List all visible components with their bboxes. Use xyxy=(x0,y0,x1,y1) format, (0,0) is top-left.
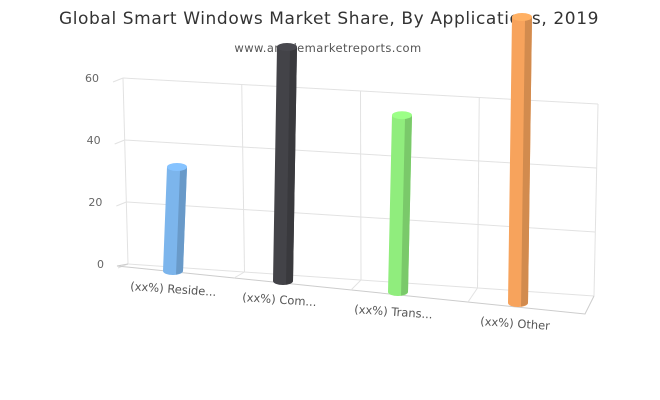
floor-divider xyxy=(350,279,362,291)
bar-top xyxy=(277,43,297,51)
category-label: (xx%) Com... xyxy=(242,290,317,309)
y-tick-label: 40 xyxy=(87,134,101,147)
bars xyxy=(163,13,532,307)
gridline-vertical xyxy=(477,97,480,289)
floor-divider xyxy=(467,287,478,303)
gridline-link xyxy=(114,139,125,145)
chart-title: Global Smart Windows Market Share, By Ap… xyxy=(59,9,599,29)
bar xyxy=(388,111,412,296)
chart-subtitle: www.amplemarketreports.com xyxy=(234,41,421,55)
bar xyxy=(508,13,532,307)
gridline-vertical xyxy=(122,77,129,265)
x-axis: (xx%) Reside... (xx%) Com... (xx%) Trans..… xyxy=(130,279,551,333)
floor-divider xyxy=(233,271,245,279)
category-label: (xx%) Trans... xyxy=(354,302,433,321)
bar-shade xyxy=(401,115,412,296)
y-tick-label: 20 xyxy=(88,196,102,209)
bar-top xyxy=(512,13,532,21)
bar-shade xyxy=(521,17,532,307)
gridline-vertical xyxy=(360,90,362,281)
bar xyxy=(273,43,297,285)
bar-shade xyxy=(286,47,297,285)
bar xyxy=(163,163,187,275)
y-axis: 0 20 40 60 xyxy=(85,72,104,271)
category-label: (xx%) Reside... xyxy=(130,279,217,299)
gridline-link xyxy=(112,77,124,83)
y-tick-label: 60 xyxy=(85,72,99,85)
gridline-vertical xyxy=(241,84,245,273)
bar-top xyxy=(167,163,187,171)
bar-top xyxy=(392,111,412,120)
gridline-link xyxy=(116,201,127,207)
category-label: (xx%) Other xyxy=(480,314,551,333)
bar-shade xyxy=(176,167,187,275)
y-tick-label: 0 xyxy=(97,258,104,271)
gridline-vertical xyxy=(593,103,599,297)
